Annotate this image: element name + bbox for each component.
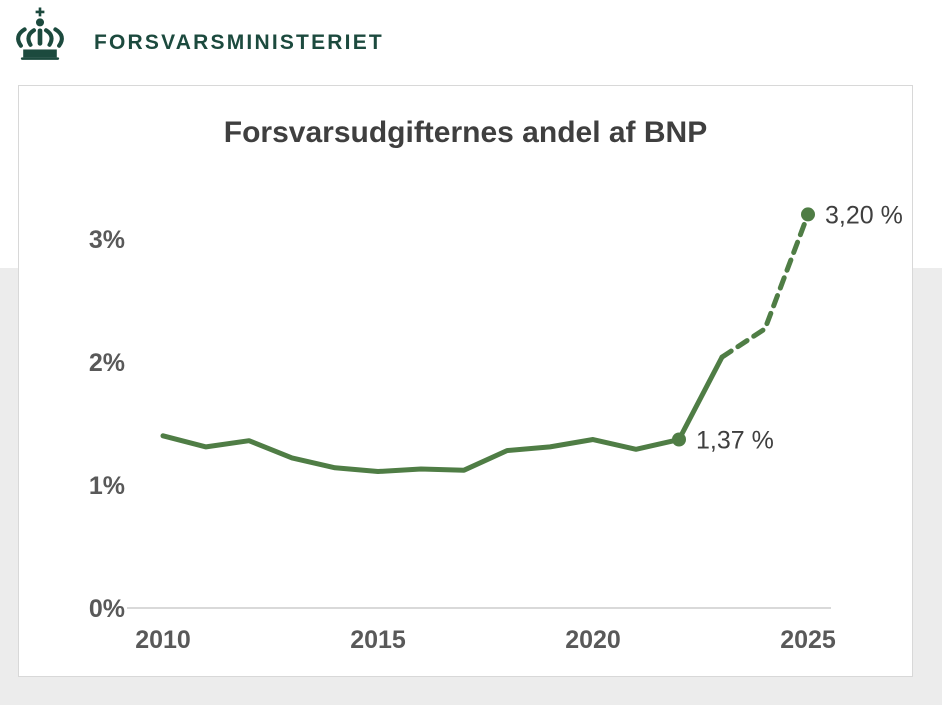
chart-title: Forsvarsudgifternes andel af BNP xyxy=(223,116,708,149)
data-point-label: 3,20 % xyxy=(825,201,903,229)
y-tick-label: 1% xyxy=(89,472,125,500)
crown-stem xyxy=(37,28,43,46)
ministry-wordmark: FORSVARSMINISTERIET xyxy=(94,31,384,54)
crown-arc-outer-left xyxy=(16,27,27,48)
data-point-marker xyxy=(672,432,686,447)
data-point-marker xyxy=(801,207,815,222)
crown-base-lip xyxy=(20,57,60,60)
ministry-logo: FORSVARSMINISTERIET xyxy=(12,6,384,64)
x-tick-label: 2020 xyxy=(565,626,621,654)
crown-arc-outer-right xyxy=(53,27,64,48)
data-point-label: 1,37 % xyxy=(696,426,774,454)
x-tick-label: 2025 xyxy=(780,626,836,654)
crown-arc-inner-right xyxy=(44,28,54,47)
line-chart: 0% 1% 2% 3% 2010 2015 2020 2025 1,37 % 3,20 % xyxy=(89,201,903,654)
crown-icon xyxy=(16,7,64,60)
crown-orb xyxy=(35,18,45,27)
series-fremskrivning xyxy=(719,211,811,360)
x-tick-label: 2015 xyxy=(350,626,406,654)
chart-card: Forsvarsudgifternes andel af BNP 0% 1% 2% 3… xyxy=(18,85,913,677)
crown-arc-inner-left xyxy=(26,28,36,47)
x-tick-label: 2010 xyxy=(135,626,191,654)
y-tick-label: 2% xyxy=(89,349,125,377)
series-historisk xyxy=(160,354,725,474)
crown-cross xyxy=(35,7,45,17)
y-tick-label: 3% xyxy=(89,226,125,254)
crown-base xyxy=(23,49,57,58)
y-tick-label: 0% xyxy=(89,595,125,623)
